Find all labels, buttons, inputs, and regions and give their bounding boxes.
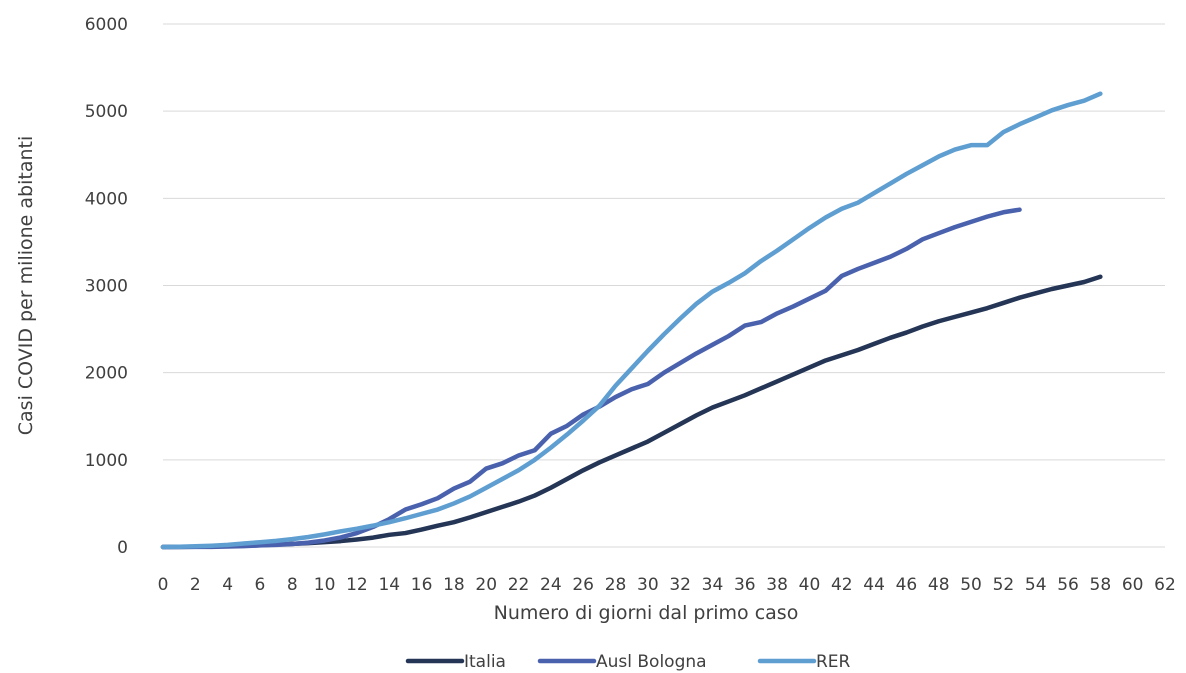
x-tick-label: 24: [540, 575, 562, 595]
y-tick-label: 5000: [85, 102, 128, 122]
x-tick-label: 42: [831, 575, 853, 595]
y-axis-title: Casi COVID per milione abitanti: [15, 136, 37, 435]
x-tick-label: 4: [222, 575, 233, 595]
legend: Italia Ausl Bologna RER: [405, 652, 851, 672]
y-axis-tick-labels: 0 1000 2000 3000 4000 5000 6000: [85, 15, 128, 558]
x-tick-label: 28: [605, 575, 627, 595]
x-tick-label: 2: [190, 575, 201, 595]
x-tick-label: 52: [993, 575, 1015, 595]
x-tick-label: 44: [863, 575, 885, 595]
y-tick-label: 0: [117, 538, 128, 558]
x-tick-label: 20: [475, 575, 497, 595]
x-tick-label: 10: [314, 575, 336, 595]
x-axis-title: Numero di giorni dal primo caso: [494, 602, 799, 624]
series-lines: [160, 91, 1103, 550]
y-tick-label: 3000: [85, 277, 128, 297]
x-tick-label: 36: [734, 575, 756, 595]
x-tick-label: 34: [702, 575, 724, 595]
x-axis-tick-labels: 0 2 4 6 8 10 12 14 16 18 20 22 24 26 28 30 32 34 36 38 40 42 4…: [158, 575, 1176, 595]
x-tick-label: 14: [378, 575, 400, 595]
x-tick-label: 12: [346, 575, 368, 595]
y-tick-label: 1000: [85, 451, 128, 471]
x-tick-label: 40: [799, 575, 821, 595]
x-tick-label: 16: [411, 575, 433, 595]
x-tick-label: 50: [960, 575, 982, 595]
x-tick-label: 30: [637, 575, 659, 595]
series-line-rer: [160, 91, 1103, 550]
x-tick-label: 22: [508, 575, 530, 595]
legend-label-rer: RER: [816, 652, 851, 672]
grid-lines: [163, 23, 1165, 548]
x-tick-label: 56: [1057, 575, 1079, 595]
x-tick-label: 18: [443, 575, 465, 595]
x-tick-label: 26: [572, 575, 594, 595]
x-tick-label: 54: [1025, 575, 1047, 595]
x-tick-label: 46: [896, 575, 918, 595]
legend-label-ausl-bologna: Ausl Bologna: [596, 652, 707, 672]
y-tick-label: 6000: [85, 15, 128, 35]
y-tick-label: 2000: [85, 364, 128, 384]
x-tick-label: 32: [669, 575, 691, 595]
x-tick-label: 62: [1154, 575, 1176, 595]
series-line-italia: [160, 274, 1103, 550]
x-tick-label: 8: [287, 575, 298, 595]
series-line-ausl-bologna: [160, 207, 1022, 550]
x-tick-label: 48: [928, 575, 950, 595]
x-tick-label: 60: [1122, 575, 1144, 595]
x-tick-label: 0: [158, 575, 169, 595]
x-tick-label: 38: [766, 575, 788, 595]
y-tick-label: 4000: [85, 189, 128, 209]
legend-label-italia: Italia: [464, 652, 506, 672]
x-tick-label: 6: [255, 575, 266, 595]
x-tick-label: 58: [1090, 575, 1112, 595]
